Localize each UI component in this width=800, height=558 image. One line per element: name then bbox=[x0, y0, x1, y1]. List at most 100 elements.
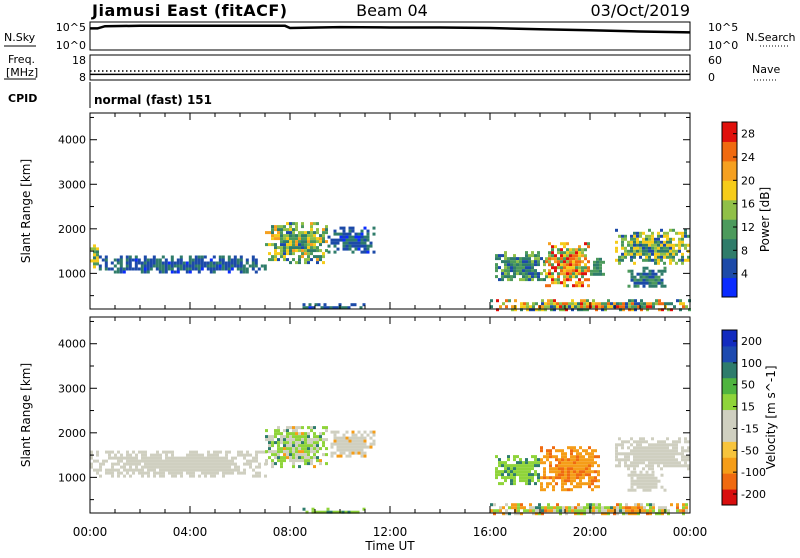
data-cell bbox=[634, 512, 637, 516]
data-cell bbox=[174, 456, 177, 460]
data-cell bbox=[156, 450, 159, 454]
data-cell bbox=[596, 263, 599, 267]
data-cell bbox=[298, 246, 301, 250]
data-cell bbox=[639, 479, 643, 483]
data-cell bbox=[648, 446, 651, 450]
colorbar-segment bbox=[722, 361, 737, 379]
data-cell bbox=[532, 509, 535, 513]
data-cell bbox=[514, 506, 517, 510]
data-cell bbox=[498, 461, 501, 465]
data-cell bbox=[325, 225, 328, 229]
data-cell bbox=[628, 308, 631, 312]
data-cell bbox=[596, 260, 599, 264]
data-cell bbox=[271, 459, 274, 463]
data-cell bbox=[642, 281, 646, 285]
data-cell bbox=[663, 261, 666, 265]
data-cell bbox=[522, 476, 525, 480]
data-cell bbox=[517, 512, 520, 516]
data-cell bbox=[206, 261, 210, 265]
data-cell bbox=[146, 270, 150, 274]
data-cell bbox=[545, 272, 548, 276]
data-cell bbox=[225, 459, 228, 463]
data-cell bbox=[274, 249, 277, 253]
data-cell bbox=[687, 234, 690, 238]
data-cell bbox=[633, 440, 636, 444]
data-cell bbox=[633, 461, 636, 465]
data-cell bbox=[633, 278, 637, 282]
data-cell bbox=[245, 267, 249, 271]
data-cell bbox=[631, 299, 634, 303]
data-cell bbox=[537, 473, 540, 477]
data-cell bbox=[126, 468, 129, 472]
data-cell bbox=[552, 476, 555, 480]
data-cell bbox=[93, 247, 96, 251]
data-cell bbox=[544, 308, 547, 312]
data-cell bbox=[570, 464, 573, 468]
data-cell bbox=[525, 476, 528, 480]
data-cell bbox=[534, 269, 537, 273]
data-cell bbox=[216, 453, 219, 457]
data-cell bbox=[310, 252, 313, 256]
data-cell bbox=[341, 306, 345, 310]
data-cell bbox=[108, 450, 111, 454]
data-cell bbox=[559, 305, 562, 309]
data-cell bbox=[179, 255, 183, 259]
station-title: Jiamusi East (fitACF) bbox=[91, 1, 288, 20]
data-cell bbox=[195, 465, 198, 469]
data-cell bbox=[289, 441, 292, 445]
data-cell bbox=[642, 461, 645, 465]
data-cell bbox=[99, 474, 102, 478]
data-cell bbox=[578, 245, 581, 249]
data-cell bbox=[301, 243, 304, 247]
data-cell bbox=[271, 462, 274, 466]
data-cell bbox=[639, 476, 643, 480]
data-cell bbox=[143, 270, 147, 274]
data-cell bbox=[336, 241, 340, 245]
data-cell bbox=[642, 258, 645, 262]
data-cell bbox=[134, 258, 138, 262]
colorbar-tick-label: 16 bbox=[741, 198, 755, 211]
data-cell bbox=[206, 264, 210, 268]
data-cell bbox=[252, 456, 255, 460]
colorbar-segment bbox=[722, 258, 737, 279]
data-cell bbox=[636, 240, 639, 244]
data-cell bbox=[681, 458, 684, 462]
data-cell bbox=[575, 275, 578, 279]
data-cell bbox=[176, 270, 180, 274]
data-cell bbox=[182, 261, 186, 265]
data-cell bbox=[218, 258, 222, 262]
data-cell bbox=[319, 447, 322, 451]
data-cell bbox=[513, 263, 516, 267]
data-cell bbox=[243, 468, 246, 472]
data-cell bbox=[289, 231, 292, 235]
data-cell bbox=[339, 226, 343, 230]
data-cell bbox=[313, 222, 316, 226]
colorbar-segment bbox=[722, 473, 737, 490]
data-cell bbox=[582, 464, 585, 468]
data-cell bbox=[676, 506, 679, 510]
data-cell bbox=[587, 284, 590, 288]
data-cell bbox=[116, 270, 120, 274]
data-cell bbox=[298, 459, 301, 463]
data-cell bbox=[658, 308, 661, 312]
data-cell bbox=[660, 278, 664, 282]
data-cell bbox=[579, 461, 582, 465]
data-cell bbox=[571, 302, 574, 306]
data-cell bbox=[604, 509, 607, 513]
data-cell bbox=[639, 449, 642, 453]
data-cell bbox=[360, 241, 364, 245]
data-cell bbox=[168, 450, 171, 454]
data-cell bbox=[681, 243, 684, 247]
data-cell bbox=[573, 476, 576, 480]
data-cell bbox=[633, 452, 636, 456]
data-cell bbox=[114, 453, 117, 457]
data-cell bbox=[219, 450, 222, 454]
data-cell bbox=[633, 261, 636, 265]
data-cell bbox=[570, 488, 573, 492]
data-cell bbox=[528, 467, 531, 471]
data-cell bbox=[504, 479, 507, 483]
data-cell bbox=[639, 240, 642, 244]
data-cell bbox=[298, 255, 301, 259]
data-cell bbox=[549, 482, 552, 486]
data-cell bbox=[628, 299, 631, 303]
